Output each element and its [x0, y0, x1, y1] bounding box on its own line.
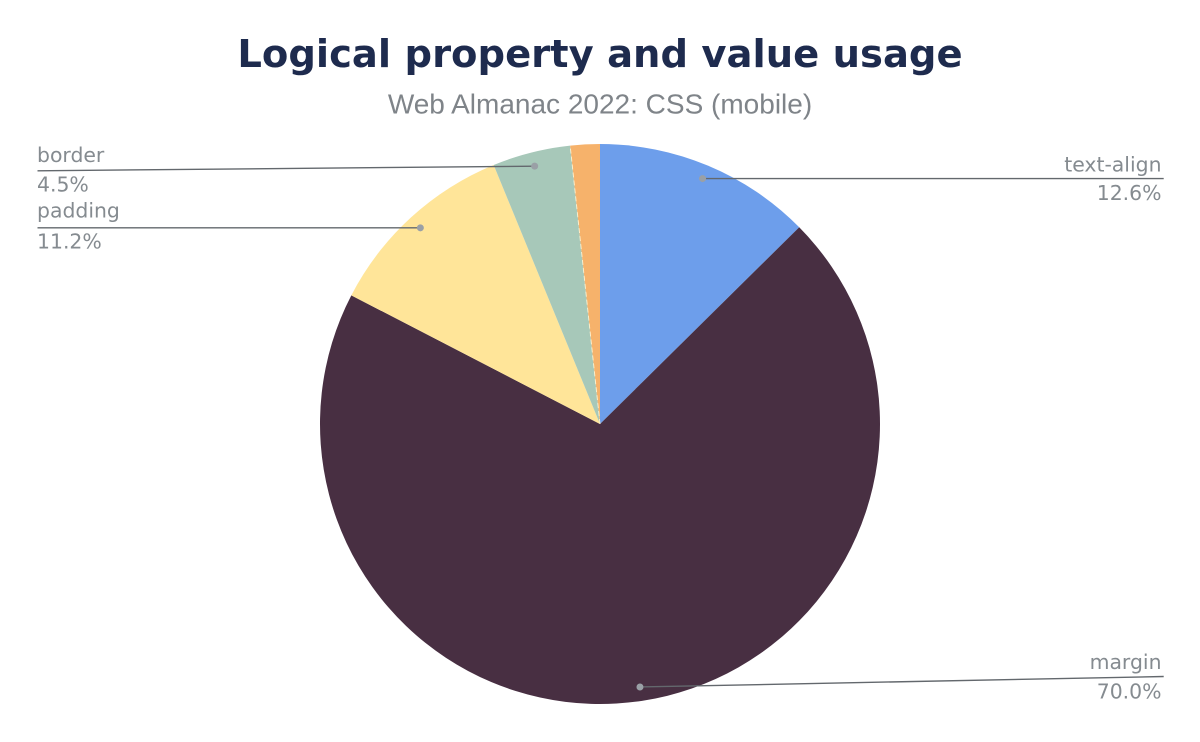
leader-dot-text-align	[699, 175, 707, 183]
slice-value: 4.5%	[37, 173, 89, 197]
slice-label: border	[37, 143, 105, 167]
pie-slice-padding[interactable]	[351, 164, 600, 425]
leader-dot-border	[531, 162, 539, 170]
leader-dot-margin	[636, 683, 644, 691]
slice-value: 70.0%	[1097, 680, 1162, 704]
slice-value: 11.2%	[37, 229, 102, 253]
callout-margin: margin 70.0%	[1090, 650, 1162, 703]
slice-value: 12.6%	[1097, 181, 1162, 205]
chart-title: Logical property and value usage	[237, 32, 962, 77]
slice-gap-hairline	[569, 146, 601, 425]
callout-border: border 4.5%	[37, 143, 105, 196]
leader-line-margin	[639, 675, 1164, 688]
pie-slice-border[interactable]	[493, 145, 600, 424]
slice-label: padding	[37, 199, 120, 223]
leader-line-border	[37, 165, 535, 172]
pie-slice-text-align[interactable]	[600, 144, 800, 424]
slice-label: text-align	[1064, 153, 1161, 177]
slice-label: margin	[1090, 650, 1162, 674]
slice-leader-lines	[37, 162, 1164, 691]
leader-dot-padding	[416, 224, 424, 232]
pie-slice-margin[interactable]	[319, 227, 880, 705]
chart-subtitle: Web Almanac 2022: CSS (mobile)	[388, 88, 812, 119]
callout-text-align: text-align 12.6%	[1064, 153, 1161, 205]
callout-padding: padding 11.2%	[37, 199, 120, 254]
pie-slices	[319, 144, 880, 705]
